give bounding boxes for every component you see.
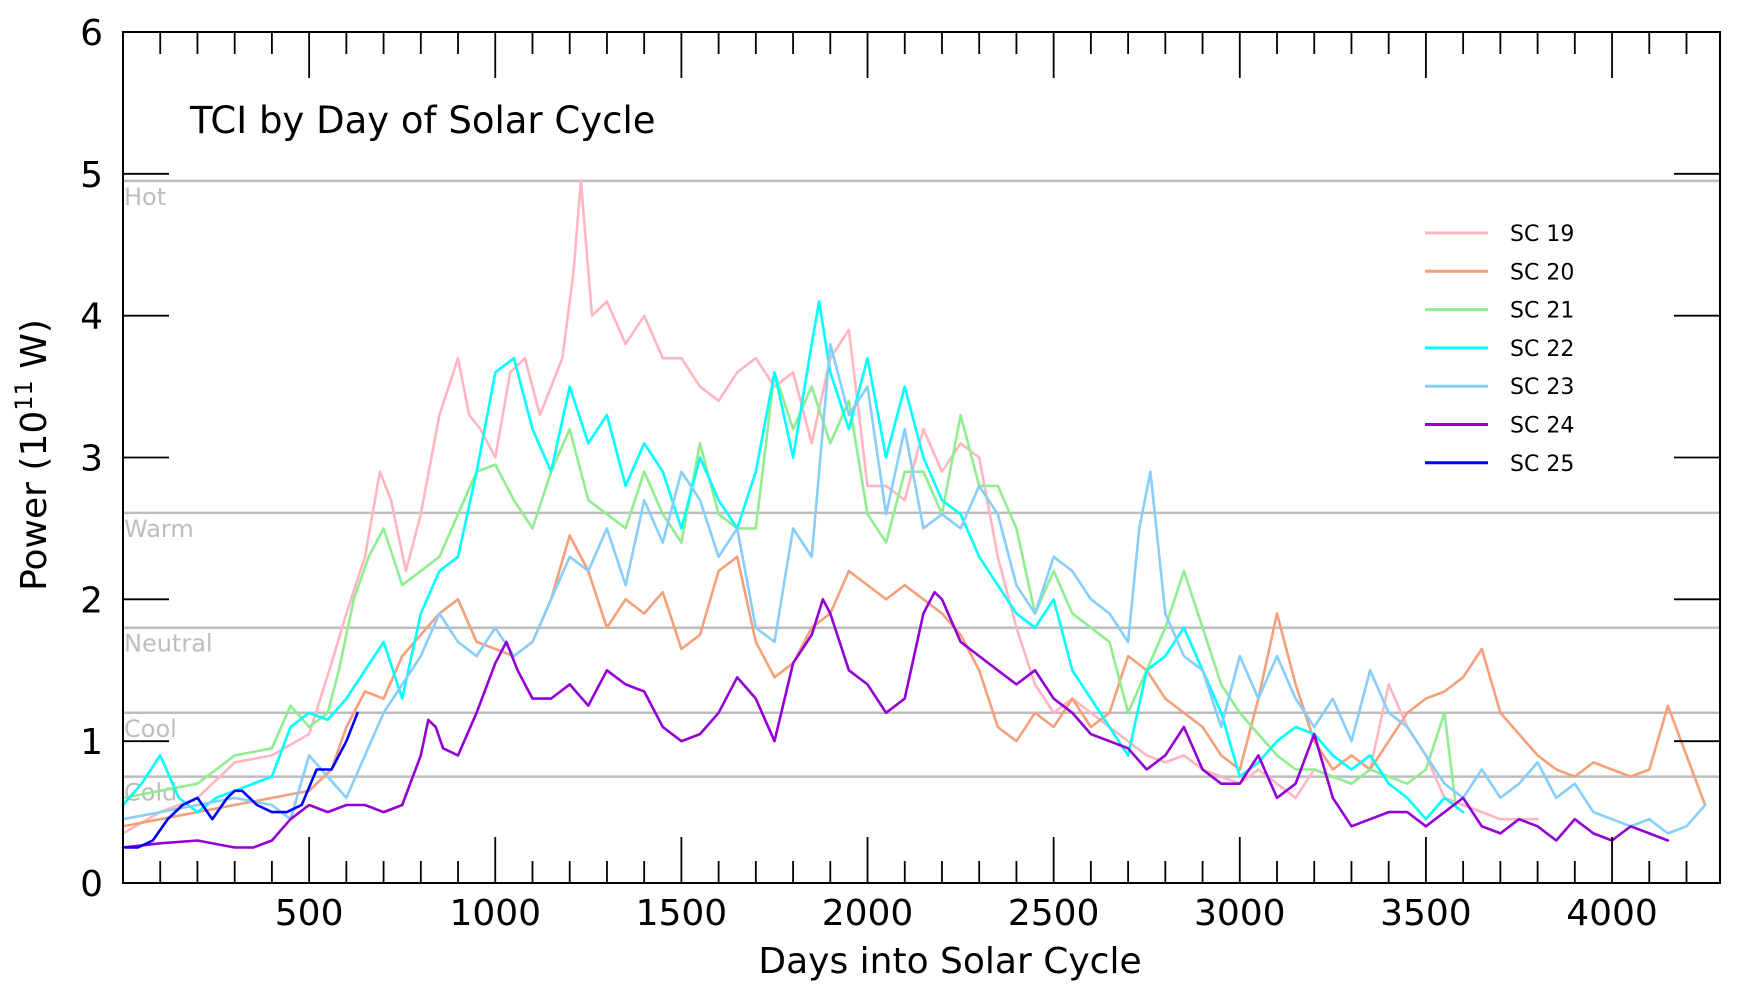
axis-ticks	[123, 31, 1720, 884]
y-tick-label: 3	[80, 439, 103, 480]
x-tick-label: 1500	[636, 893, 728, 934]
y-tick-label: 1	[80, 722, 103, 763]
legend-label: SC 25	[1510, 452, 1574, 477]
legend-label: SC 22	[1510, 337, 1574, 362]
series-line-sc-25	[121, 711, 359, 849]
legend: SC 19 SC 20 SC 21 SC 22 SC 23 SC 24 SC 25	[1425, 222, 1574, 477]
x-axis-title: Days into Solar Cycle	[758, 941, 1141, 982]
y-axis-title-unit: W)	[14, 319, 55, 380]
legend-label: SC 23	[1510, 375, 1574, 400]
x-tick-label: 3500	[1380, 893, 1472, 934]
legend-label: SC 21	[1510, 299, 1574, 324]
series-lines	[121, 179, 1707, 849]
legend-label: SC 19	[1510, 222, 1574, 247]
band-label-neutral: Neutral	[124, 630, 213, 658]
y-axis-title-exponent: 11	[10, 380, 38, 411]
y-tick-label: 0	[80, 864, 103, 905]
y-tick-labels: 0 1 2 3 4 5 6	[80, 13, 103, 905]
series-line-sc-21	[121, 371, 1457, 807]
series-line-sc-23	[121, 342, 1707, 835]
x-tick-label: 2000	[822, 893, 914, 934]
x-tick-label: 4000	[1566, 893, 1658, 934]
y-axis-title: Power (1011 W)	[10, 319, 55, 591]
band-label-hot: Hot	[124, 183, 166, 211]
x-tick-label: 1000	[449, 893, 541, 934]
legend-label: SC 24	[1510, 414, 1574, 439]
y-tick-label: 2	[80, 580, 103, 621]
series-line-sc-20	[121, 534, 1707, 828]
y-tick-label: 5	[80, 155, 103, 196]
x-tick-label: 2500	[1008, 893, 1100, 934]
y-tick-label: 4	[80, 297, 103, 338]
x-tick-label: 3000	[1194, 893, 1286, 934]
chart-title: TCI by Day of Solar Cycle	[189, 99, 656, 142]
x-tick-label: 500	[275, 893, 344, 934]
band-label-cool: Cool	[124, 715, 177, 743]
x-tick-labels: 500 1000 1500 2000 2500 3000 3500 4000	[275, 893, 1658, 934]
series-line-sc-22	[121, 300, 1465, 821]
legend-label: SC 20	[1510, 260, 1574, 285]
series-line-sc-24	[121, 590, 1670, 849]
band-label-warm: Warm	[124, 515, 194, 543]
y-tick-label: 6	[80, 13, 103, 54]
y-axis-title-main: Power (10	[14, 411, 55, 591]
